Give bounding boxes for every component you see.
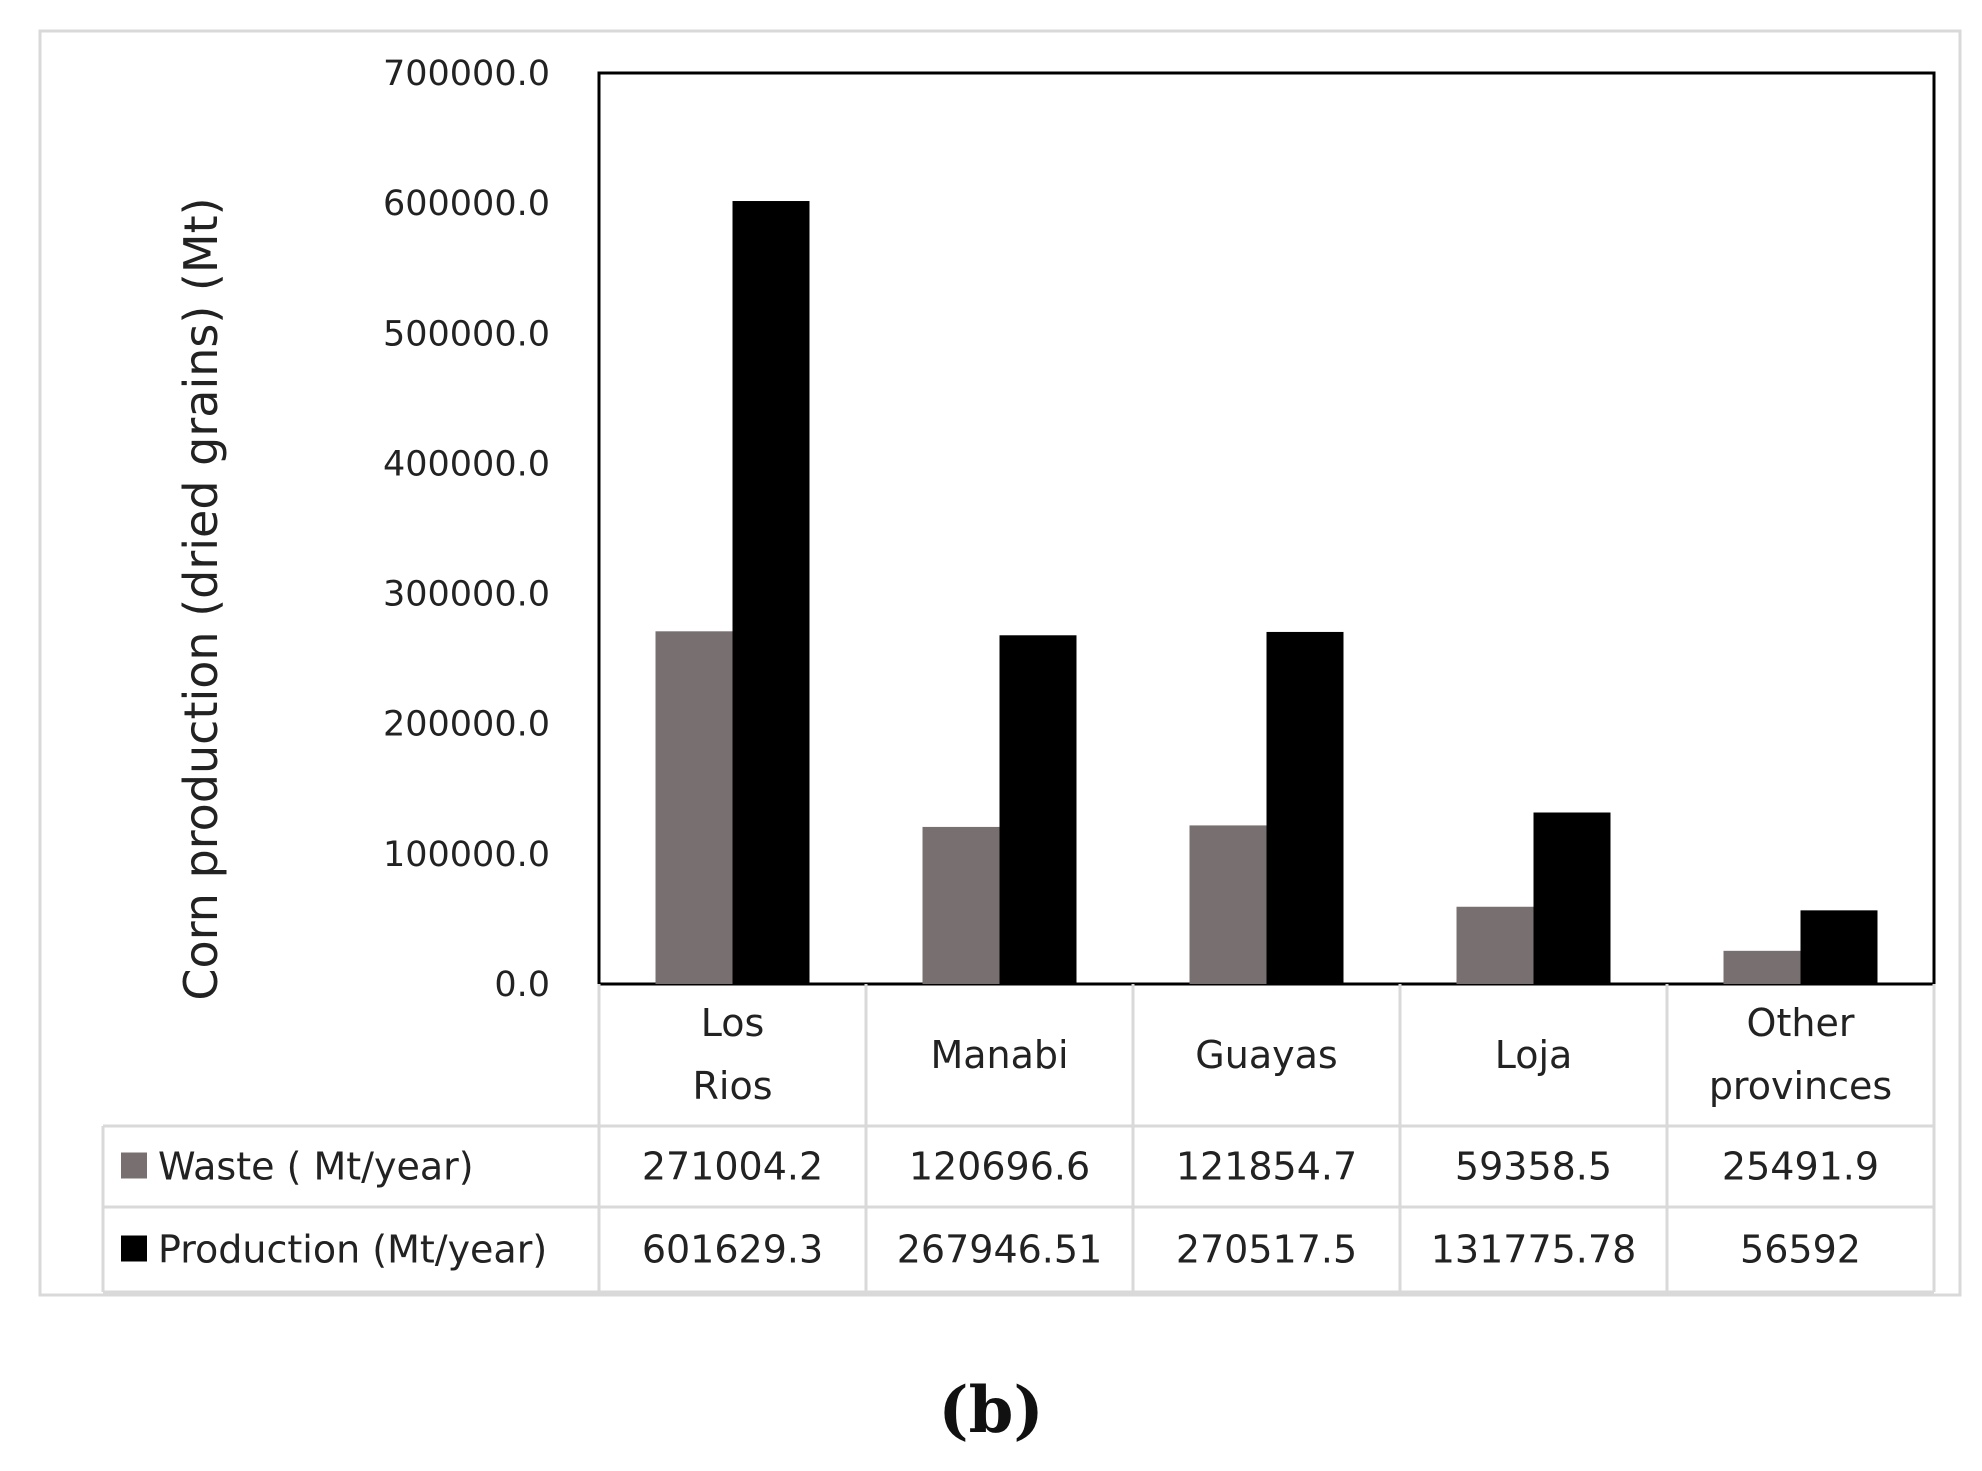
y-tick-label: 600000.0 — [383, 184, 550, 224]
x-tick-label: Guayas — [1195, 1033, 1337, 1077]
data-label: 120696.6 — [909, 1145, 1090, 1189]
bars — [655, 201, 1878, 984]
data-label: 131775.78 — [1431, 1228, 1637, 1272]
data-table: Los Rios Manabi Guayas Loja Other provinces Was… — [121, 1001, 1892, 1272]
y-tick-label: 500000.0 — [383, 314, 550, 354]
data-label: 270517.5 — [1176, 1228, 1357, 1272]
data-label: 25491.9 — [1722, 1145, 1879, 1189]
data-label: 56592 — [1740, 1228, 1861, 1272]
y-tick-label: 100000.0 — [383, 835, 550, 875]
x-tick-label: Manabi — [930, 1033, 1068, 1077]
bar-waste — [1189, 825, 1267, 984]
y-tick-label: 200000.0 — [383, 705, 550, 745]
data-label: 267946.51 — [897, 1228, 1103, 1272]
x-tick-label: Other — [1747, 1001, 1855, 1045]
legend-label: Waste ( Mt/year) — [158, 1145, 474, 1189]
data-table-grid — [101, 984, 1936, 1294]
bar-waste — [1456, 906, 1534, 984]
bar-waste — [1723, 950, 1801, 984]
y-axis-ticks: 0.0 100000.0 200000.0 300000.0 400000.0 50000… — [383, 54, 550, 1005]
x-tick-label: provinces — [1709, 1064, 1892, 1108]
y-tick-label: 0.0 — [494, 965, 550, 1005]
bar-production — [1800, 910, 1878, 984]
bar-waste — [655, 631, 733, 984]
x-tick-label: Los — [701, 1001, 765, 1045]
y-tick-label: 700000.0 — [383, 54, 550, 94]
x-tick-label: Rios — [692, 1064, 772, 1108]
chart-border — [38, 29, 1962, 1297]
figure-caption: (b) — [938, 1373, 1043, 1448]
bar-production — [999, 635, 1077, 984]
legend-label: Production (Mt/year) — [158, 1228, 547, 1272]
bar-waste — [922, 826, 1000, 984]
y-axis-label: Corn production (dried grains) (Mt) — [174, 197, 228, 1000]
legend-swatch — [121, 1152, 147, 1179]
bar-production — [1266, 631, 1344, 984]
data-label: 59358.5 — [1455, 1145, 1612, 1189]
data-label: 271004.2 — [642, 1145, 823, 1189]
bar-production — [1533, 812, 1611, 984]
y-tick-label: 400000.0 — [383, 444, 550, 484]
y-tick-label: 300000.0 — [383, 575, 550, 615]
bar-production — [732, 201, 810, 984]
data-label: 601629.3 — [642, 1228, 823, 1272]
data-label: 121854.7 — [1176, 1145, 1357, 1189]
x-tick-label: Loja — [1495, 1033, 1573, 1077]
legend-swatch — [121, 1235, 147, 1262]
